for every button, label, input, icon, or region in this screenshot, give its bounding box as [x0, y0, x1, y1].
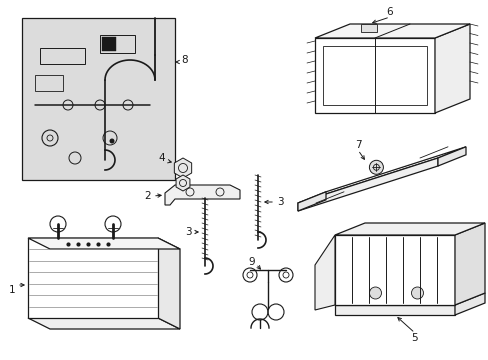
Circle shape — [368, 160, 383, 174]
Polygon shape — [334, 223, 484, 235]
Text: 2: 2 — [144, 191, 151, 201]
Polygon shape — [314, 38, 434, 113]
Text: 8: 8 — [182, 55, 188, 65]
Text: 1: 1 — [9, 285, 15, 295]
Polygon shape — [297, 158, 437, 211]
Polygon shape — [454, 293, 484, 315]
Bar — [100, 35, 135, 53]
Polygon shape — [454, 223, 484, 305]
Text: 4: 4 — [159, 153, 165, 163]
Bar — [360, 24, 376, 32]
Bar — [35, 75, 63, 91]
Bar — [40, 48, 85, 64]
Polygon shape — [437, 147, 465, 166]
Bar — [102, 37, 116, 51]
Polygon shape — [176, 175, 189, 191]
Polygon shape — [297, 147, 465, 203]
Polygon shape — [314, 235, 334, 310]
Polygon shape — [434, 24, 469, 113]
Text: 6: 6 — [386, 7, 392, 17]
Text: 9: 9 — [248, 257, 255, 267]
Polygon shape — [28, 318, 180, 329]
Bar — [22, 18, 175, 180]
Circle shape — [411, 287, 423, 299]
Polygon shape — [334, 293, 484, 305]
Text: 5: 5 — [411, 333, 417, 343]
Polygon shape — [158, 238, 180, 329]
Text: 7: 7 — [354, 140, 361, 150]
Polygon shape — [334, 235, 454, 305]
Polygon shape — [28, 238, 180, 249]
Bar — [28, 238, 158, 318]
Circle shape — [109, 139, 114, 144]
Polygon shape — [334, 305, 454, 315]
Polygon shape — [174, 158, 191, 178]
Text: 3: 3 — [276, 197, 283, 207]
Polygon shape — [164, 185, 240, 205]
Circle shape — [369, 287, 381, 299]
Text: 3: 3 — [184, 227, 191, 237]
Polygon shape — [297, 192, 325, 211]
Polygon shape — [314, 24, 469, 38]
